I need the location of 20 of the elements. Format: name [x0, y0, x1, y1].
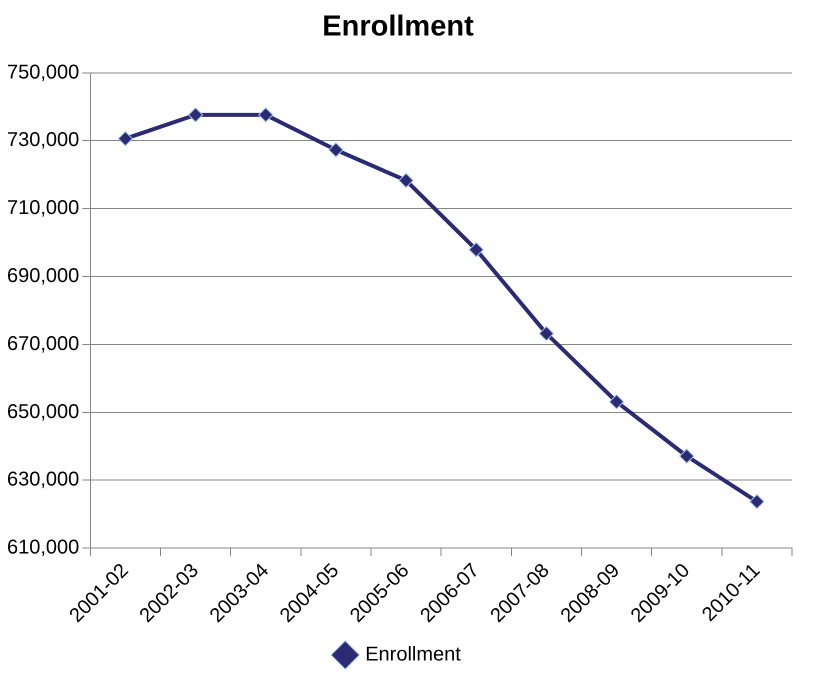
- y-tick-label: 690,000: [7, 265, 80, 288]
- point: [258, 107, 274, 122]
- y-tick-label: 630,000: [7, 468, 80, 491]
- point: [609, 394, 624, 410]
- y-tick-label: 650,000: [7, 400, 80, 423]
- point: [188, 107, 204, 122]
- y-tick-label: 710,000: [7, 197, 80, 220]
- y-tick-label: 730,000: [7, 129, 80, 152]
- chart-title: Enrollment: [322, 10, 474, 42]
- point: [679, 448, 694, 464]
- point: [749, 494, 764, 510]
- point: [538, 326, 554, 342]
- y-tick-label: 750,000: [7, 61, 80, 84]
- y-tick-label: 670,000: [7, 332, 80, 355]
- legend-label: Enrollment: [365, 644, 462, 666]
- point: [398, 172, 414, 188]
- point: [328, 142, 344, 158]
- point: [118, 131, 133, 146]
- point: [468, 242, 484, 258]
- y-tick-label: 610,000: [7, 536, 80, 559]
